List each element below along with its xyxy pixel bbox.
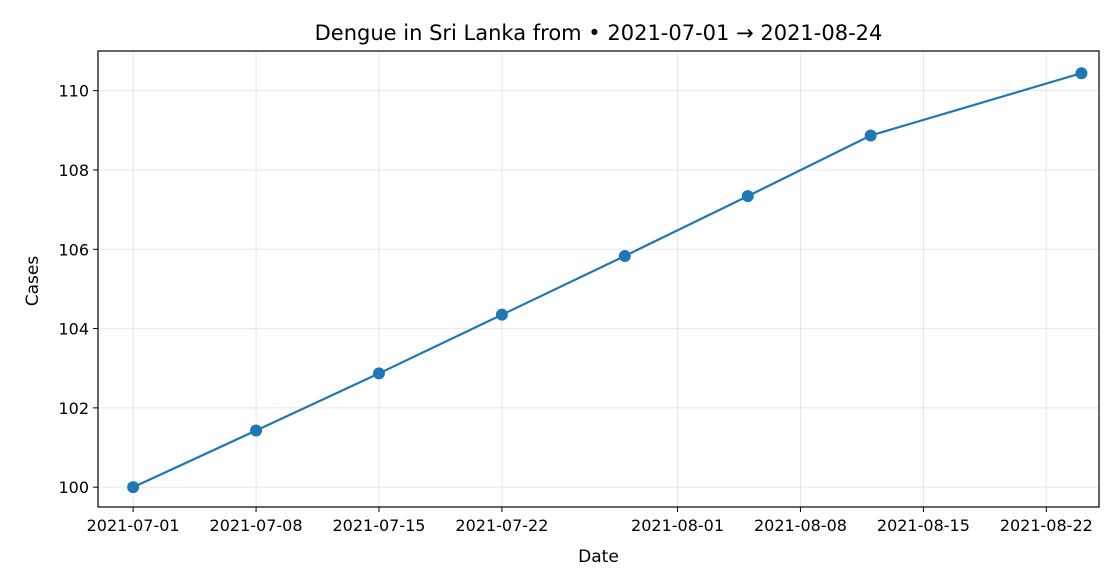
y-axis-label: Cases xyxy=(23,256,43,307)
data-point xyxy=(618,250,631,263)
x-tick-label: 2021-07-08 xyxy=(210,516,303,535)
plot-frame xyxy=(97,50,1100,508)
y-tick-label: 110 xyxy=(58,82,89,101)
y-tick-label: 104 xyxy=(58,320,89,339)
x-tick-label: 2021-07-01 xyxy=(87,516,180,535)
data-point xyxy=(495,308,508,321)
x-axis-label: Date xyxy=(578,547,619,567)
axes: 2021-07-01 2021-07-08 2021-07-15 2021-07-22… xyxy=(58,50,1100,535)
x-tick-label: 2021-08-01 xyxy=(631,516,724,535)
y-tick-label: 106 xyxy=(58,240,89,259)
x-tick-label: 2021-07-15 xyxy=(332,516,425,535)
data-point xyxy=(741,190,754,203)
data-point xyxy=(864,129,877,142)
data-point xyxy=(127,481,140,494)
data-point xyxy=(372,367,385,380)
chart-title: Dengue in Sri Lanka from • 2021-07-01 → … xyxy=(315,21,883,45)
y-tick-label: 108 xyxy=(58,161,89,180)
x-tick-label: 2021-08-08 xyxy=(754,516,847,535)
data-point xyxy=(250,424,263,437)
series-line xyxy=(132,72,1082,489)
x-tick-label: 2021-08-22 xyxy=(1000,516,1093,535)
y-tick-label: 100 xyxy=(58,478,89,497)
y-tick-label: 102 xyxy=(58,399,89,418)
x-tick-label: 2021-07-22 xyxy=(455,516,548,535)
grid xyxy=(98,51,1099,507)
x-tick-label: 2021-08-15 xyxy=(877,516,970,535)
series-layer xyxy=(127,67,1088,494)
data-point xyxy=(1075,67,1088,80)
